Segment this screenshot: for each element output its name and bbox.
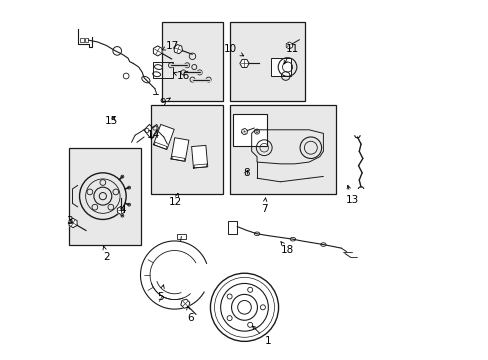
Bar <box>228 221 237 234</box>
Polygon shape <box>153 125 174 149</box>
Text: 13: 13 <box>345 185 358 205</box>
Text: 16: 16 <box>173 71 190 81</box>
Text: 1: 1 <box>252 326 270 346</box>
Ellipse shape <box>154 65 162 69</box>
Text: 5: 5 <box>157 285 164 302</box>
Polygon shape <box>239 59 249 67</box>
Text: 7: 7 <box>261 198 267 214</box>
Text: 10: 10 <box>224 44 243 56</box>
Text: 18: 18 <box>280 242 294 255</box>
Bar <box>233 114 266 146</box>
Ellipse shape <box>320 243 325 246</box>
Text: 11: 11 <box>284 44 299 64</box>
Text: 8: 8 <box>243 168 249 178</box>
Polygon shape <box>69 219 77 228</box>
Bar <box>151 105 223 194</box>
Polygon shape <box>171 138 188 161</box>
Bar <box>230 22 305 101</box>
Polygon shape <box>117 207 124 215</box>
Ellipse shape <box>254 232 259 235</box>
Bar <box>80 39 83 42</box>
Text: 6: 6 <box>186 306 194 323</box>
Ellipse shape <box>290 237 295 241</box>
Text: 17: 17 <box>162 41 178 50</box>
Text: 15: 15 <box>105 116 118 126</box>
Text: 14: 14 <box>146 130 160 140</box>
Bar <box>69 148 140 244</box>
Bar <box>85 39 88 42</box>
Text: 2: 2 <box>103 246 109 262</box>
Bar <box>230 105 335 194</box>
Polygon shape <box>285 42 292 49</box>
Polygon shape <box>241 129 247 135</box>
Text: 3: 3 <box>66 216 73 226</box>
Bar <box>162 22 223 101</box>
Bar <box>271 58 290 76</box>
Bar <box>177 234 185 239</box>
Polygon shape <box>153 46 162 56</box>
Text: 9: 9 <box>160 98 170 108</box>
Text: 4: 4 <box>119 206 125 216</box>
Ellipse shape <box>152 72 160 77</box>
Polygon shape <box>191 145 207 168</box>
Polygon shape <box>181 299 189 308</box>
Text: 12: 12 <box>169 193 182 207</box>
Bar <box>153 62 172 78</box>
Ellipse shape <box>142 76 150 83</box>
Polygon shape <box>173 45 182 54</box>
